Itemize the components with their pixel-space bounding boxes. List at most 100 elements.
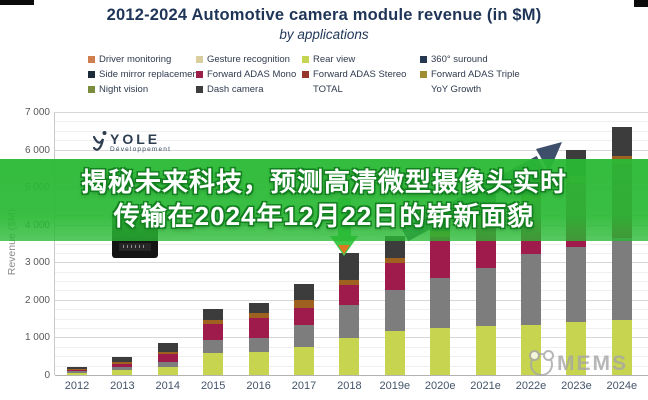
overlay-banner: 揭秘未来科技，预测高清微型摄像头实时 传输在2024年12月22日的崭新面貌 <box>0 159 648 241</box>
y-tick-label: 1 000 <box>24 332 50 344</box>
yole-logo-subtext: Développement <box>110 146 172 153</box>
bar-segment <box>248 313 269 319</box>
legend-label: Forward ADAS Mono <box>207 69 297 80</box>
bar-segment <box>384 236 405 258</box>
mems-logo-icon <box>529 349 554 376</box>
bar-segment <box>248 318 269 339</box>
bar-segment <box>384 290 405 332</box>
legend-item: Dash camera <box>196 84 302 95</box>
gridline <box>55 140 648 142</box>
bar-segment <box>112 367 133 371</box>
bar-segment <box>67 369 87 370</box>
legend-label: Dash camera <box>207 84 264 95</box>
camera-module-label <box>119 243 151 251</box>
bar-segment <box>611 237 632 321</box>
x-tick-label: 2016 <box>246 380 271 392</box>
bar-segment <box>157 367 178 375</box>
bar-segment <box>566 246 587 323</box>
legend-label: Gesture recognition <box>207 54 290 65</box>
legend-swatch-icon <box>88 56 95 63</box>
bar-segment <box>157 362 178 368</box>
bar-segment <box>430 328 451 375</box>
chart-title: 2012-2024 Automotive camera module reven… <box>106 6 542 24</box>
yole-swoosh-icon <box>92 131 107 151</box>
yole-logo-text: YOLE <box>110 131 161 147</box>
chart-legend: Driver monitoring Gesture recognition Rear… <box>88 52 566 97</box>
bar-segment <box>157 354 178 363</box>
bar-segment <box>384 263 405 291</box>
bar-segment <box>157 352 178 355</box>
bar-segment <box>294 325 314 348</box>
bar-segment <box>294 300 314 309</box>
legend-label: 360° suround <box>431 54 488 65</box>
x-tick-label: 2013 <box>110 380 135 392</box>
yole-logo: YOLE Développement <box>92 127 171 153</box>
legend-swatch-icon <box>196 71 203 78</box>
bar-segment <box>294 347 314 375</box>
legend-swatch-icon <box>88 86 95 93</box>
bar-segment <box>67 367 87 369</box>
bar-segment <box>339 252 360 280</box>
x-tick-label: 2019e <box>379 380 411 392</box>
legend-label: Forward ADAS Stereo <box>313 69 407 80</box>
bar-segment <box>112 370 133 375</box>
bar-segment <box>112 356 133 363</box>
legend-swatch-icon <box>302 56 309 63</box>
mems-watermark-text: MEMS <box>557 352 628 375</box>
bar-segment <box>157 343 178 353</box>
bar-segment <box>67 371 87 373</box>
y-tick-label: 2 000 <box>24 294 50 306</box>
legend-swatch-icon <box>196 86 203 93</box>
legend-label: Night vision <box>99 84 149 95</box>
x-tick-label: 2012 <box>64 380 90 392</box>
x-tick-label: 2021e <box>470 380 501 392</box>
bar-segment <box>430 236 451 279</box>
gridline <box>55 112 648 113</box>
legend-swatch-icon <box>420 71 427 78</box>
y-tick-label: 7 000 <box>24 107 50 118</box>
legend-item: Forward ADAS Stereo <box>302 69 420 80</box>
bar-segment <box>203 324 224 341</box>
x-tick-label: 2014 <box>155 380 181 392</box>
legend-swatch-icon <box>196 56 203 63</box>
bar-segment <box>203 340 224 354</box>
gridline <box>55 130 648 132</box>
bar-segment <box>521 254 541 326</box>
bar-segment <box>339 338 360 375</box>
mems-watermark: MEMS <box>529 349 628 376</box>
bar-segment <box>384 257 405 264</box>
bar-segment <box>248 352 269 375</box>
bar-segment <box>475 326 496 375</box>
legend-label: Driver monitoring <box>99 54 172 65</box>
legend-item: Forward ADAS Triple <box>420 69 546 80</box>
legend-label: Side mirror replacement <box>99 69 201 80</box>
x-tick-label: 2023e <box>561 380 592 392</box>
bar-segment <box>339 279 360 286</box>
legend-item: Side mirror replacement <box>88 69 200 80</box>
legend-label: Rear view <box>313 54 356 65</box>
legend-label: YoY Growth <box>431 84 482 95</box>
legend-item: Night vision <box>88 84 196 95</box>
y-tick-label: 0 <box>44 370 50 381</box>
bar-segment <box>203 320 224 325</box>
chart-subtitle: by applications <box>279 27 369 42</box>
bar-segment <box>384 331 405 375</box>
legend-item: YoY Growth <box>420 84 546 95</box>
top-right-black-artifact <box>634 0 648 7</box>
bar-segment <box>112 363 133 368</box>
legend-item: Forward ADAS Mono <box>196 69 302 80</box>
gridline <box>55 121 648 123</box>
bar-segment <box>67 372 87 375</box>
bar-segment <box>203 353 224 375</box>
bar-segment <box>611 320 632 375</box>
x-tick-label: 2022e <box>515 380 547 392</box>
bar-segment <box>339 304 360 338</box>
bar-segment <box>294 284 314 301</box>
bar-segment <box>294 308 314 326</box>
top-left-black-artifact <box>0 0 34 5</box>
bar-segment <box>475 268 496 327</box>
banner-headline-line2: 传输在2024年12月22日的崭新面貌 <box>113 201 535 231</box>
x-tick-label: 2020e <box>424 380 456 392</box>
y-tick-label: 3 000 <box>24 257 50 269</box>
